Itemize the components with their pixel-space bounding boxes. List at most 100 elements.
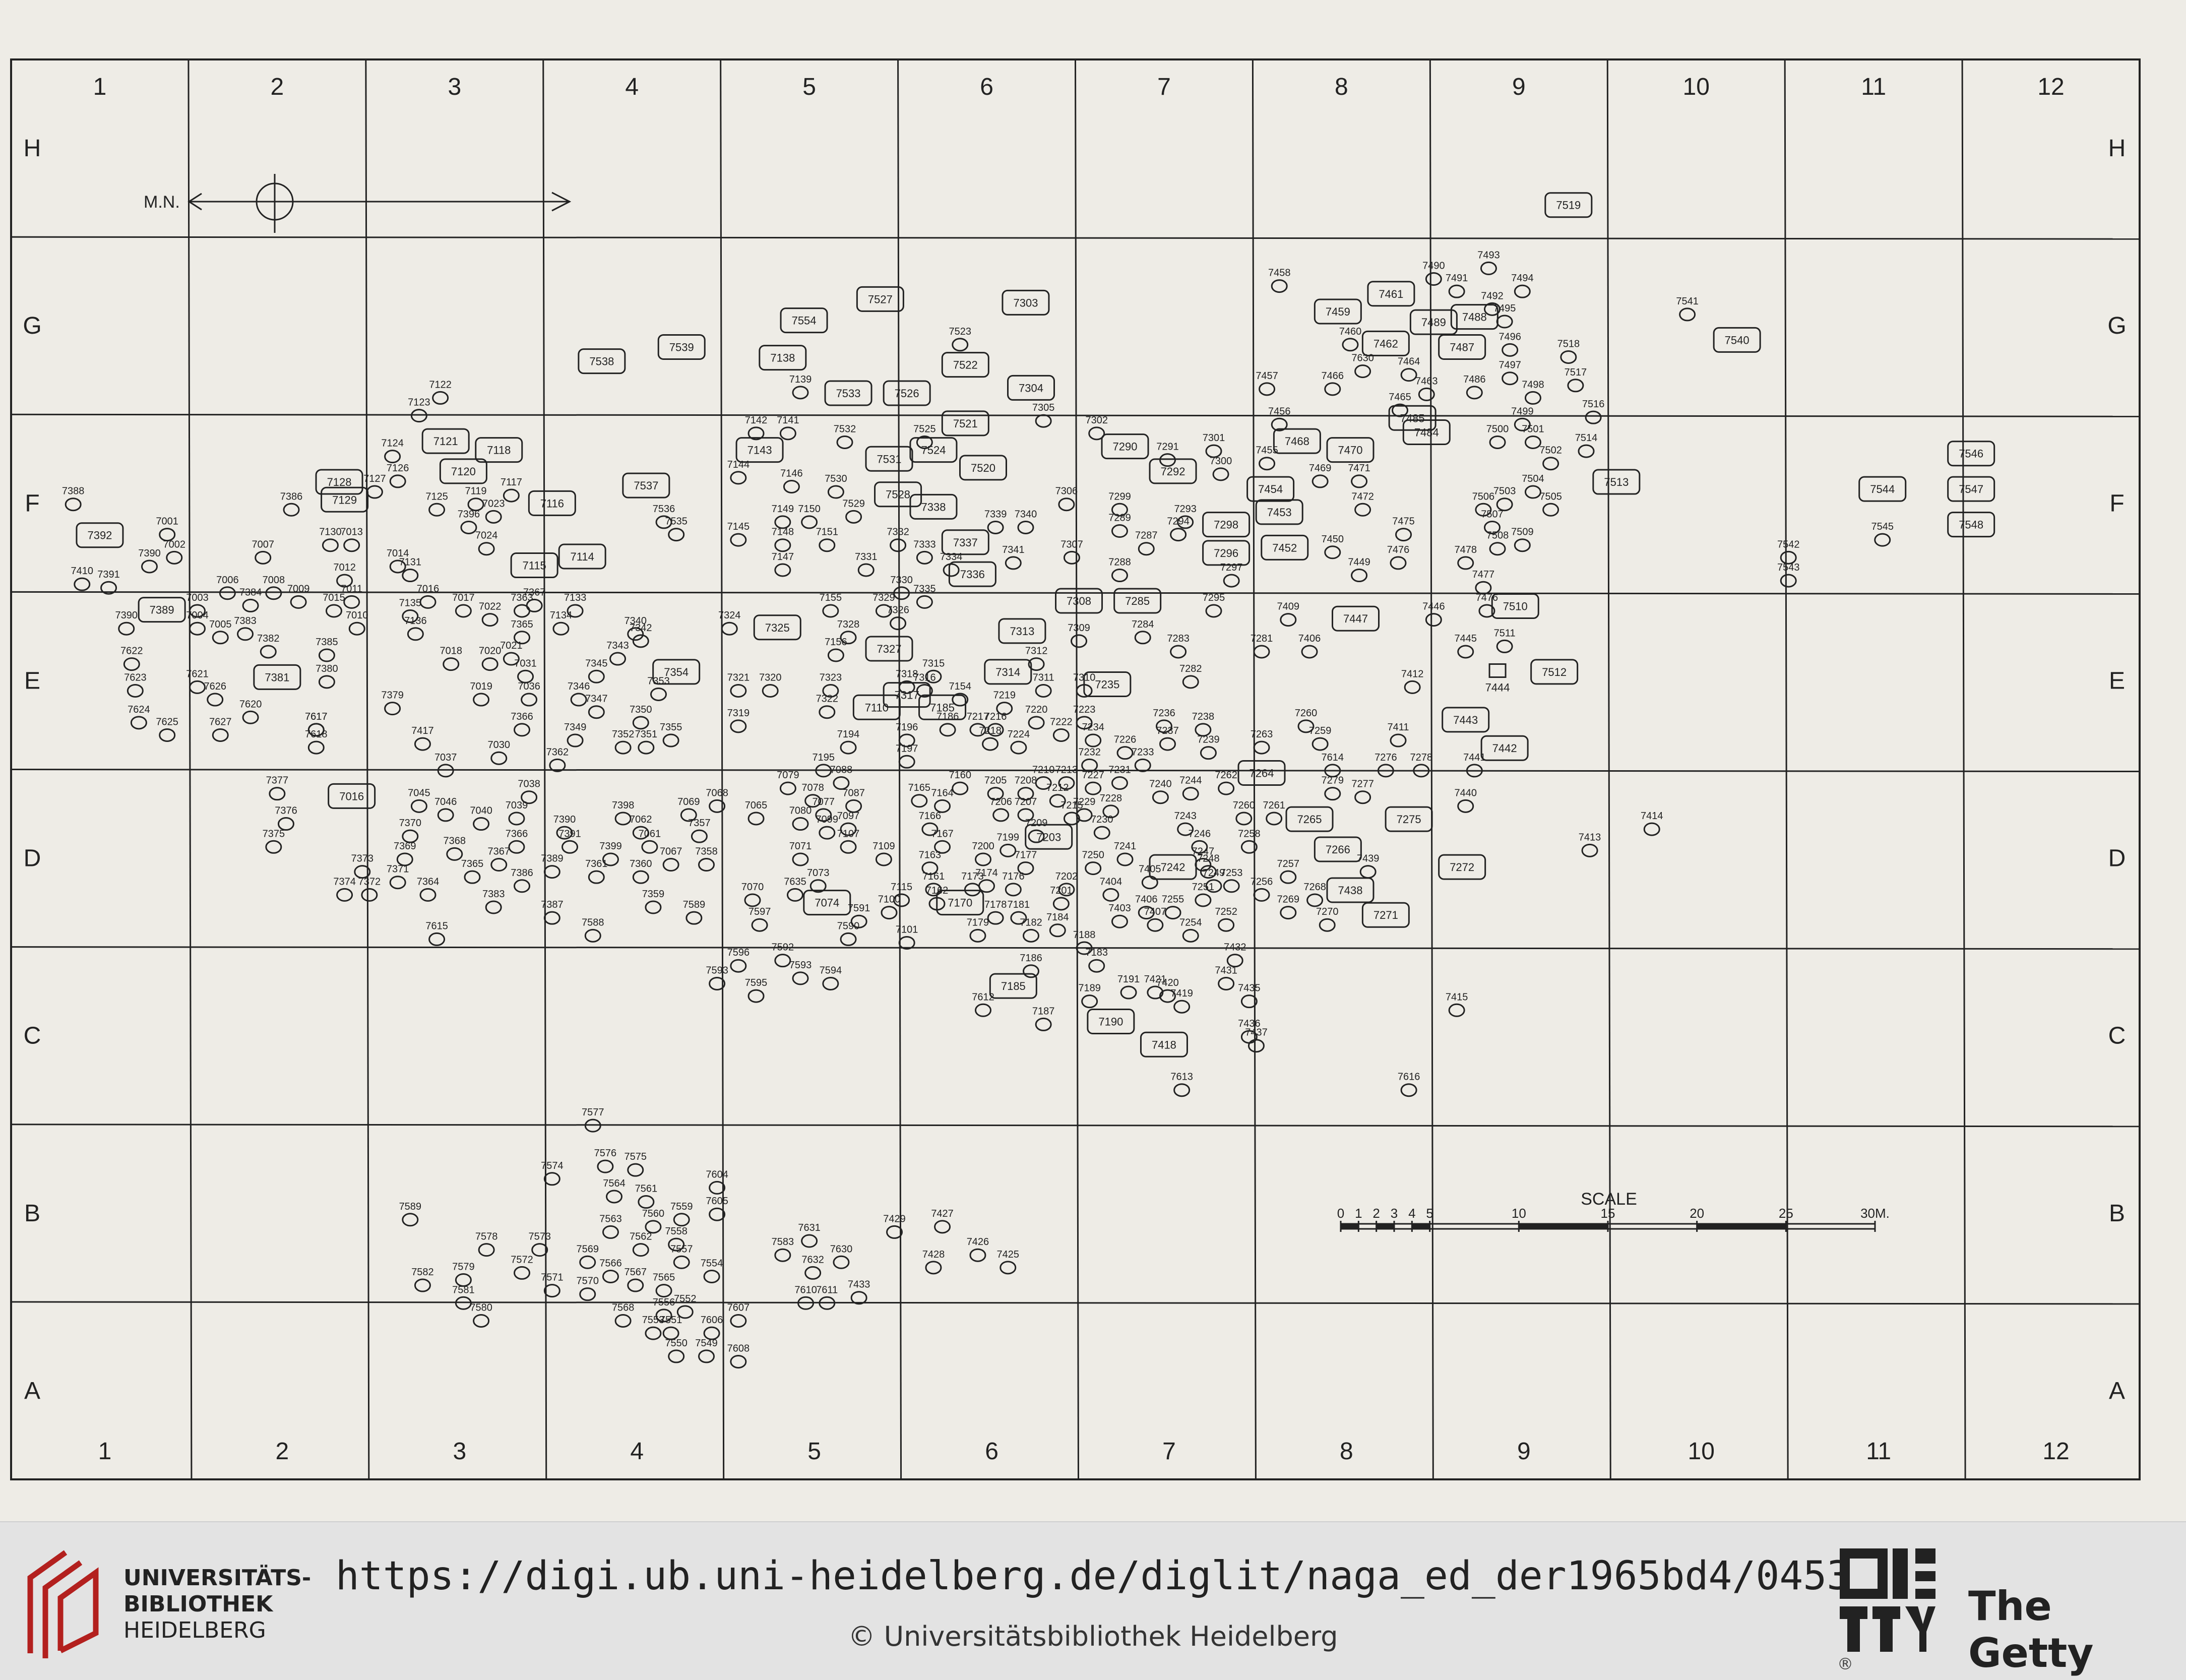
tomb-feature: 7338	[909, 493, 958, 520]
tomb-feature: 7315	[922, 658, 945, 683]
tomb-outline	[1111, 914, 1128, 928]
tomb-feature: 7439	[1357, 853, 1379, 879]
tomb-feature: 7266	[1314, 836, 1362, 862]
tomb-number: 7545	[1871, 521, 1894, 532]
tomb-outline	[328, 783, 376, 809]
tomb-feature: 7470	[1326, 437, 1375, 463]
tomb-number: 7512	[1542, 666, 1567, 678]
tomb-number: 7505	[1539, 491, 1562, 502]
tomb-number: 7126	[387, 463, 409, 474]
tomb-number: 7144	[727, 459, 750, 470]
tomb-feature: 7531	[865, 446, 913, 472]
tomb-feature: 7425	[997, 1249, 1019, 1275]
tomb-number: 7361	[585, 858, 608, 869]
tomb-feature: 7449	[1348, 557, 1370, 583]
tomb-feature: 7570	[576, 1276, 599, 1301]
tomb-outline	[1273, 428, 1321, 454]
tomb-outline	[1679, 307, 1696, 322]
tomb-feature: 7303	[1002, 289, 1050, 316]
tomb-number: 7003	[186, 592, 209, 603]
tomb-feature: 7464	[1398, 356, 1420, 382]
tomb-outline	[934, 1220, 951, 1234]
tomb-feature: 7492	[1481, 290, 1504, 316]
tomb-outline	[389, 559, 406, 574]
tomb-number: 7426	[967, 1236, 989, 1248]
tomb-number: 7162	[926, 885, 949, 896]
source-url-link[interactable]: https://digi.ub.uni-heidelberg.de/diglit…	[335, 1553, 1851, 1599]
tomb-outline	[909, 437, 958, 463]
tomb-number: 7101	[896, 924, 918, 935]
tomb-outline	[655, 1309, 672, 1323]
tomb-number: 7581	[452, 1284, 475, 1295]
tomb-feature: 7114	[558, 543, 606, 570]
tomb-number: 7341	[1002, 544, 1025, 555]
tomb-number: 7006	[216, 575, 239, 586]
tomb-number: 7217	[967, 711, 989, 722]
tomb-outline	[432, 391, 449, 405]
tomb-number: 7522	[953, 359, 978, 371]
tomb-number: 7558	[665, 1226, 688, 1237]
tomb-feature: 7453	[1255, 499, 1303, 525]
tomb-number: 7582	[411, 1267, 434, 1278]
tomb-number: 7441	[1463, 752, 1486, 763]
tomb-outline	[159, 728, 176, 742]
tomb-feature: 7447	[1332, 605, 1380, 632]
tomb-outline	[632, 1243, 649, 1257]
tomb-outline	[1035, 776, 1052, 790]
tomb-feature: 7364	[417, 876, 439, 902]
tomb-outline	[1085, 861, 1102, 876]
tomb-outline	[260, 645, 277, 659]
tomb-outline	[552, 621, 570, 636]
tomb-number: 7022	[479, 601, 502, 612]
tomb-feature: 7133	[564, 592, 586, 618]
column-label-top: 9	[1512, 74, 1526, 100]
tomb-number: 7391	[97, 569, 120, 580]
tomb-outline	[1049, 923, 1066, 938]
tomb-feature: 7067	[660, 846, 682, 872]
tomb-number: 7297	[1220, 562, 1243, 573]
tomb-feature: 7594	[820, 965, 842, 990]
tomb-number: 7625	[156, 716, 178, 727]
tomb-feature: 7343	[606, 640, 629, 666]
tomb-feature: 7460	[1339, 326, 1361, 352]
tomb-outline	[822, 604, 839, 618]
tomb-number: 7377	[266, 775, 289, 786]
tomb-feature: 7383	[482, 889, 505, 914]
tomb-feature: 7415	[1446, 991, 1468, 1017]
tomb-number: 7470	[1338, 444, 1362, 457]
tomb-feature: 7610	[794, 1284, 817, 1310]
column-label-bottom: 1	[98, 1438, 112, 1465]
scale-title: SCALE	[1581, 1190, 1637, 1209]
tomb-outline	[1390, 556, 1407, 570]
tomb-feature: 7045	[408, 787, 430, 813]
tomb-feature: 7299	[1108, 491, 1131, 517]
tomb-number: 7310	[1073, 672, 1096, 683]
tomb-number: 7525	[913, 423, 936, 434]
tomb-number: 7511	[1494, 628, 1516, 639]
tomb-number: 7243	[1174, 811, 1197, 822]
tomb-outline	[1205, 444, 1222, 458]
tomb-number: 7294	[1167, 516, 1190, 527]
tomb-feature: 7523	[949, 326, 971, 352]
tomb-feature: 7519	[1544, 192, 1593, 218]
tomb-feature: 7124	[381, 438, 404, 464]
tomb-outline	[730, 719, 747, 733]
tomb-feature: 7432	[1224, 942, 1246, 968]
tomb-number: 7097	[837, 811, 860, 822]
tomb-outline	[698, 858, 715, 872]
tomb-number: 7195	[813, 752, 835, 763]
tomb-number: 7177	[1015, 850, 1037, 861]
tomb-outline	[641, 840, 658, 854]
tomb-number: 7117	[501, 477, 522, 488]
tomb-outline	[1858, 476, 1907, 502]
tomb-number: 7287	[1135, 530, 1158, 541]
tomb-outline	[1052, 897, 1070, 911]
tomb-number: 7073	[807, 867, 830, 879]
tomb-number: 7410	[71, 566, 94, 577]
tomb-feature: 7310	[1073, 672, 1096, 698]
tomb-number: 7498	[1522, 379, 1544, 390]
tomb-number: 7518	[1557, 338, 1580, 349]
tomb-feature: 7270	[1316, 906, 1338, 932]
tomb-feature: 7362	[546, 746, 569, 772]
tomb-outline	[989, 973, 1037, 999]
